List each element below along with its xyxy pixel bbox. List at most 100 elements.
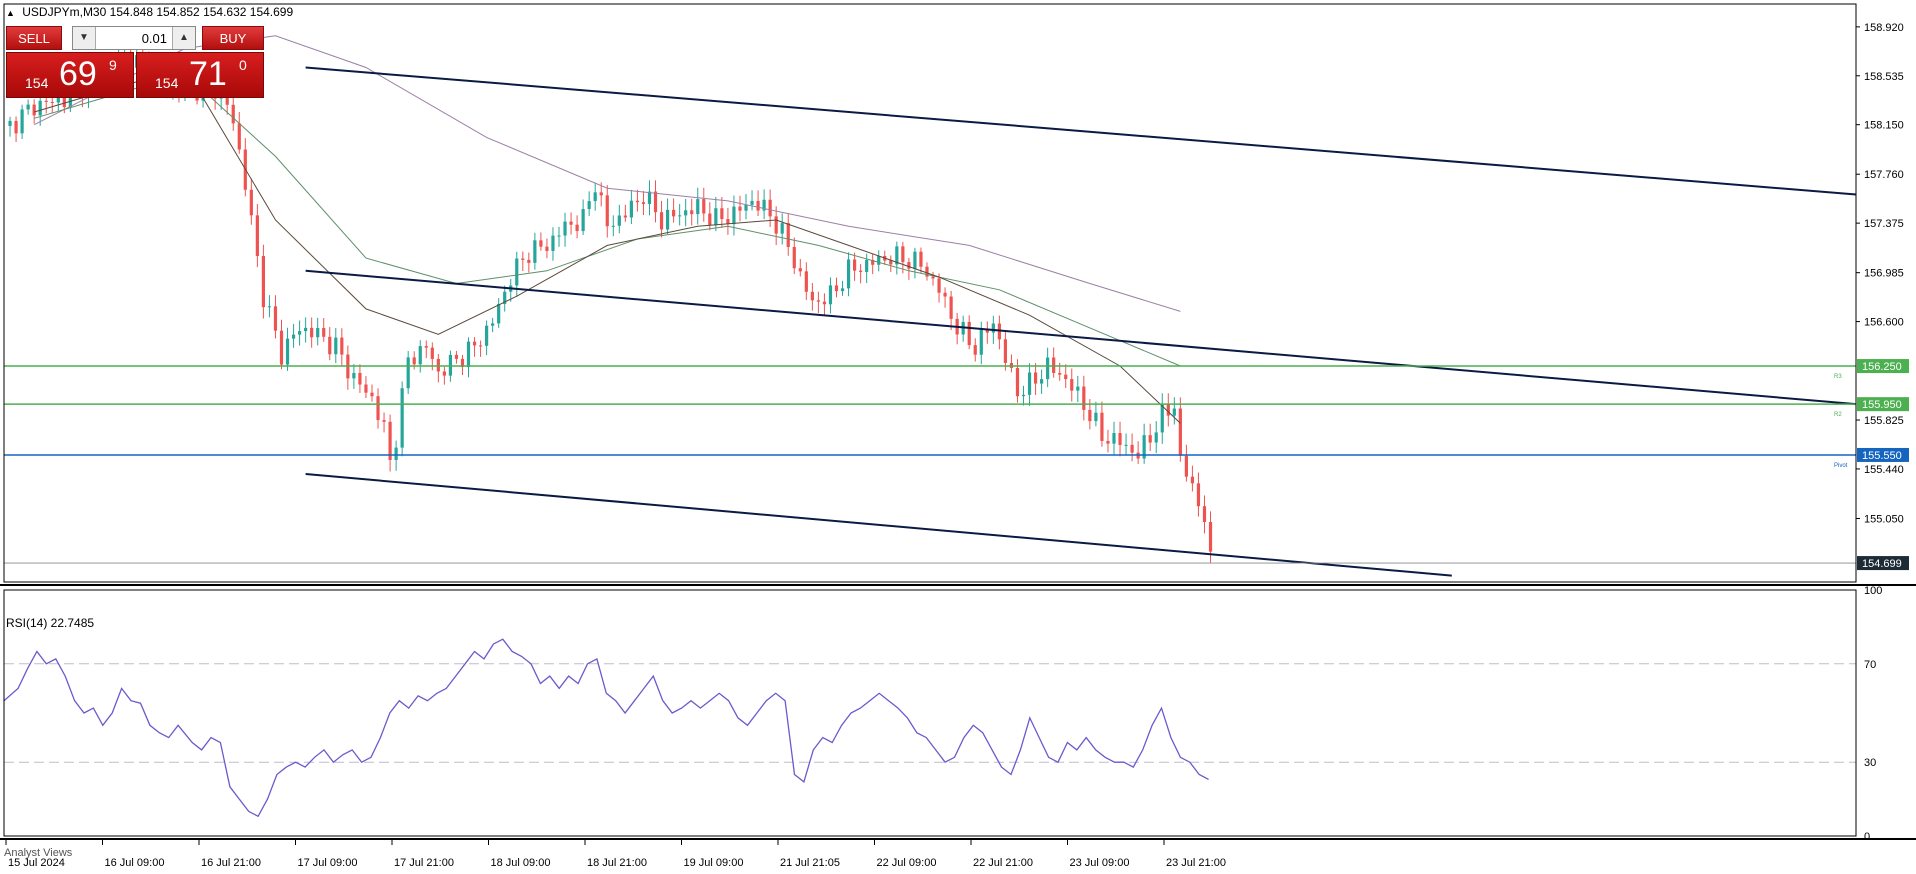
candle-body xyxy=(865,259,869,272)
x-tick-label: 23 Jul 09:00 xyxy=(1070,857,1130,869)
buy-quote-main: 71 xyxy=(189,55,227,93)
candle-body xyxy=(406,357,410,389)
candle-body xyxy=(515,258,519,286)
candle-body xyxy=(901,246,905,263)
candle-body xyxy=(1058,372,1062,375)
candle-body xyxy=(545,246,549,251)
candle-body xyxy=(1106,440,1110,444)
candle-body xyxy=(696,199,700,215)
rsi-y-tick-label: 0 xyxy=(1864,831,1870,843)
level-price-label: 155.950 xyxy=(1862,399,1902,411)
candle-body xyxy=(943,292,947,297)
candles xyxy=(8,42,1213,563)
candle-body xyxy=(913,251,917,269)
candle-body xyxy=(822,301,827,305)
candle-body xyxy=(442,371,446,376)
y-tick-label: 156.985 xyxy=(1864,268,1904,280)
collapse-triangle-icon[interactable]: ▲ xyxy=(6,8,15,18)
candle-body xyxy=(931,276,935,279)
channel-line xyxy=(305,269,1857,406)
rsi-line xyxy=(3,638,1209,818)
candle-body xyxy=(8,120,12,126)
candle-body xyxy=(328,336,332,355)
candle-body xyxy=(732,206,736,225)
moving-average-line xyxy=(34,66,1181,424)
candle-body xyxy=(925,266,929,277)
candle-body xyxy=(979,328,983,355)
buy-quote[interactable]: 154 71 0 xyxy=(136,52,264,98)
candle-body xyxy=(26,104,30,110)
lot-decrease-icon[interactable]: ▼ xyxy=(73,27,96,49)
candle-body xyxy=(237,123,241,150)
ohlc-values: 154.848 154.852 154.632 154.699 xyxy=(109,5,294,19)
candle-body xyxy=(436,358,440,372)
rsi-y-tick-label: 30 xyxy=(1864,757,1876,769)
candle-body xyxy=(846,259,851,289)
candle-body xyxy=(684,210,688,216)
lot-size-stepper: ▼ ▲ xyxy=(72,26,196,51)
sell-button[interactable]: SELL xyxy=(6,26,62,50)
candle-body xyxy=(907,262,911,269)
candle-body xyxy=(804,271,808,292)
buy-quote-prefix: 154 xyxy=(155,75,179,91)
analyst-views-label[interactable]: Analyst Views xyxy=(4,847,73,859)
y-tick-label: 157.375 xyxy=(1864,218,1904,230)
candle-body xyxy=(635,200,640,203)
candle-body xyxy=(370,392,374,397)
level-price-label: 156.250 xyxy=(1862,361,1902,373)
candle-body xyxy=(491,323,495,326)
buy-button[interactable]: BUY xyxy=(202,26,264,50)
channel-line xyxy=(305,66,1857,196)
level-tag-label: R2 xyxy=(1834,412,1842,418)
candle-body xyxy=(334,337,338,355)
candle-body xyxy=(1100,412,1104,441)
candle-body xyxy=(859,270,863,272)
candle-body xyxy=(340,337,344,355)
x-tick-label: 16 Jul 21:00 xyxy=(201,857,261,869)
channel-line xyxy=(305,473,1452,577)
price-pane: R3 R2 Pivot xyxy=(4,35,1857,577)
candle-body xyxy=(466,341,471,368)
candle-body xyxy=(1130,444,1134,453)
x-tick-label: 23 Jul 21:00 xyxy=(1166,857,1226,869)
candle-body xyxy=(605,195,609,227)
level-price-tag xyxy=(1857,447,1909,462)
x-tick-label: 18 Jul 21:00 xyxy=(587,857,647,869)
candle-body xyxy=(316,328,320,338)
candle-body xyxy=(726,219,730,225)
y-tick-label: 157.760 xyxy=(1864,169,1904,181)
level-price-label: 154.699 xyxy=(1862,558,1902,570)
candle-body xyxy=(1160,404,1164,433)
sell-quote-main: 69 xyxy=(59,55,97,93)
candle-body xyxy=(1184,455,1188,477)
rsi-y-tick-label: 100 xyxy=(1864,585,1882,597)
lot-increase-icon[interactable]: ▲ xyxy=(172,27,195,49)
y-tick-label: 158.535 xyxy=(1864,71,1904,83)
sell-quote[interactable]: 154 69 9 xyxy=(6,52,134,98)
lot-size-input[interactable] xyxy=(97,27,171,51)
candle-body xyxy=(1021,394,1026,397)
candle-body xyxy=(708,213,712,226)
candle-body xyxy=(653,191,658,213)
buy-quote-sup: 0 xyxy=(239,57,247,73)
candle-body xyxy=(1076,386,1080,391)
candle-body xyxy=(20,109,24,134)
axes: 156.250 155.950 155.550 154.699 158.920 158.5… xyxy=(0,3,1916,869)
candle-body xyxy=(255,215,259,256)
candle-body xyxy=(551,235,555,251)
candle-body xyxy=(1148,435,1152,443)
candle-body xyxy=(38,100,42,116)
rsi-pane-frame xyxy=(3,589,1857,837)
candle-body xyxy=(1142,435,1146,459)
candle-body xyxy=(394,447,398,461)
level-tag-label: R3 xyxy=(1834,374,1842,380)
y-tick-label: 155.825 xyxy=(1864,415,1904,427)
candle-body xyxy=(557,235,561,237)
candle-body xyxy=(816,300,820,302)
candle-body xyxy=(310,327,314,338)
candle-body xyxy=(285,338,290,365)
candle-body xyxy=(32,104,36,116)
candle-body xyxy=(641,202,646,204)
candle-body xyxy=(991,323,995,333)
candle-body xyxy=(768,199,772,217)
